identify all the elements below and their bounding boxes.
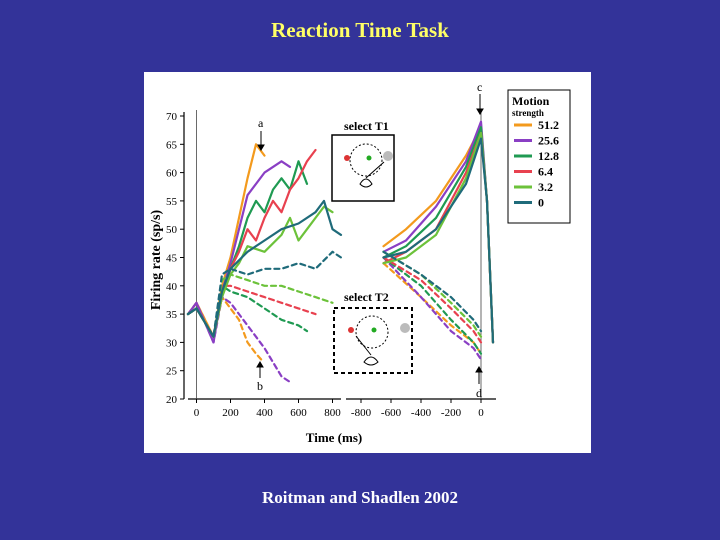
inset-t1-label: select T1 xyxy=(344,119,389,133)
series-25-6-right-t2-line xyxy=(382,256,483,361)
y-tick-label: 60 xyxy=(166,168,178,180)
series-0-right-t1-line xyxy=(382,137,495,344)
annotation-a: a xyxy=(258,116,264,130)
x-tick-label: 600 xyxy=(290,407,307,419)
legend-subtitle: strength xyxy=(512,108,544,118)
y-tick-label: 25 xyxy=(166,366,178,378)
x-tick-label: -200 xyxy=(441,407,462,419)
legend-entry-label: 12.8 xyxy=(538,149,559,163)
annotation-d: d xyxy=(476,386,482,400)
series-0-right-t2-line xyxy=(382,250,483,333)
annotation-c: c xyxy=(477,80,482,94)
series-12-8-left-t2-line xyxy=(186,284,309,338)
slide-title: Reaction Time Task xyxy=(271,18,449,42)
series-0-left-t2-line xyxy=(186,250,343,338)
annotation-arrows xyxy=(256,94,484,384)
x-tick-label: 200 xyxy=(222,407,239,419)
x-tick-label: -400 xyxy=(411,407,432,419)
select-t2-inset xyxy=(333,307,413,374)
x-tick-label: -600 xyxy=(381,407,402,419)
annotation-b: b xyxy=(257,379,263,393)
y-tick-label: 20 xyxy=(166,394,178,406)
legend-entry-label: 0 xyxy=(538,196,544,210)
y-tick-label: 30 xyxy=(166,337,178,349)
legend-entry-label: 6.4 xyxy=(538,165,553,179)
x-tick-label: 400 xyxy=(256,407,273,419)
inset-t2-label: select T2 xyxy=(344,290,389,304)
slide-caption: Roitman and Shadlen 2002 xyxy=(261,488,459,507)
x-tick-label: 0 xyxy=(194,407,200,419)
legend: Motion strength 51.2 25.612.8 6.43.2 0 xyxy=(507,89,571,224)
series-layer xyxy=(186,120,495,384)
series-25-6-left-t2-line xyxy=(186,296,292,384)
x-axis-label: Time (ms) xyxy=(306,430,362,445)
x-tick-label: 800 xyxy=(324,407,341,419)
y-tick-label: 55 xyxy=(166,196,178,208)
y-tick-label: 35 xyxy=(166,309,178,321)
y-tick-label: 45 xyxy=(166,253,178,265)
legend-entry-label: 3.2 xyxy=(538,180,553,194)
y-tick-label: 40 xyxy=(166,281,178,293)
series-6-4-right-t2-line xyxy=(382,256,483,344)
legend-entry-label: 25.6 xyxy=(538,134,559,148)
y-axis-label: Firing rate (sp/s) xyxy=(149,210,164,311)
legend-entries: 51.2 25.612.8 6.43.2 0 xyxy=(514,118,559,210)
legend-title: Motion xyxy=(512,94,550,108)
series-12-8-right-t2-line xyxy=(382,256,483,355)
series-51-2-right-t2-line xyxy=(382,262,483,355)
x-tick-label: -800 xyxy=(351,407,372,419)
x-tick-label: 0 xyxy=(478,407,484,419)
y-tick-label: 65 xyxy=(166,139,178,151)
series-0-left-t1-line xyxy=(186,199,343,338)
select-t1-inset xyxy=(331,134,395,202)
y-tick-label: 70 xyxy=(166,111,178,123)
series-12-8-left-t1-line xyxy=(186,160,309,338)
chart-panel: 20 25 30 35 40 45 50 55 60 65 70 0 200 400 600 800 -800-… xyxy=(144,72,591,453)
y-tick-label: 50 xyxy=(166,224,178,236)
legend-entry-label: 51.2 xyxy=(538,118,559,132)
